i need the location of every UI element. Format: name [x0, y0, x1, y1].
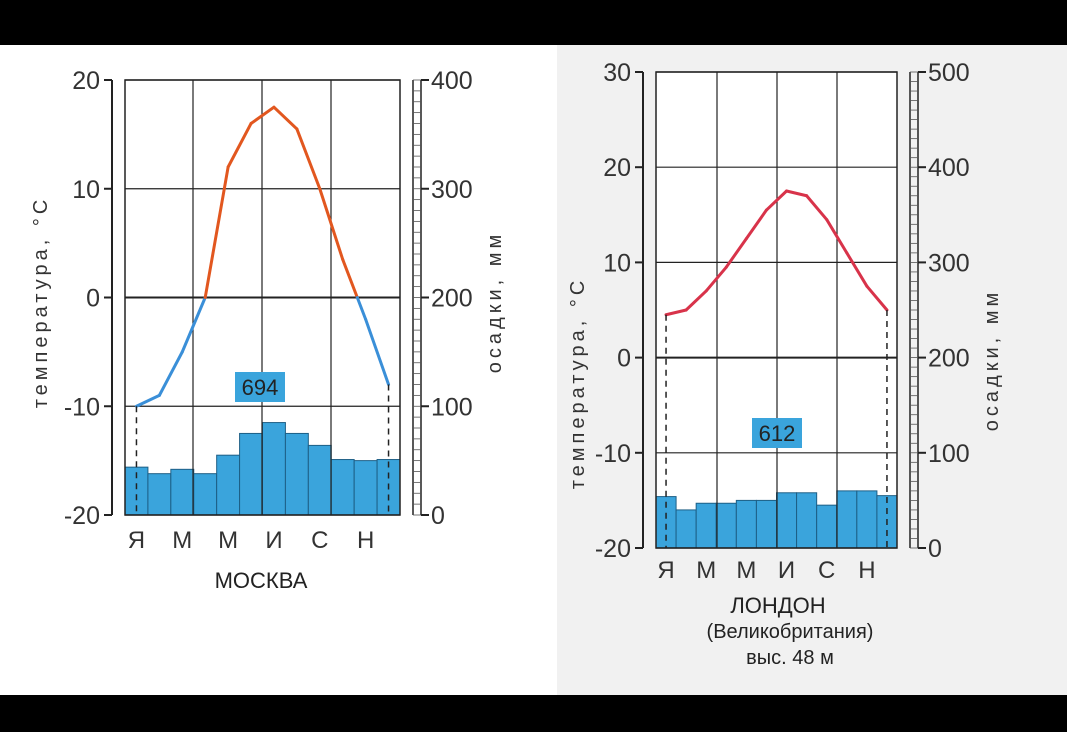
precipitation-bar: [836, 490, 858, 549]
precipitation-bar: [239, 432, 263, 516]
month-tick-label: Я: [128, 527, 145, 554]
plot-layer: [655, 71, 898, 549]
temperature-axis-label: температура, °С: [30, 196, 52, 409]
temperature-curve-segment: [684, 289, 708, 312]
temperature-curve-segment: [845, 251, 869, 288]
precipitation-bar: [330, 459, 355, 516]
precipitation-tick-label: 100: [431, 393, 473, 421]
temperature-curve-segment: [157, 350, 184, 397]
precipitation-bar: [193, 473, 218, 516]
temperature-curve-segment: [134, 393, 161, 408]
precipitation-tick-label: 300: [431, 176, 473, 204]
temperature-curve-segment: [272, 105, 299, 131]
precipitation-tick-label: 400: [928, 154, 970, 182]
month-tick-label: М: [696, 557, 716, 584]
precipitation-bar: [735, 499, 757, 549]
temperature-curve-segment: [825, 218, 849, 255]
plot-layer: [124, 79, 401, 516]
temperature-curve-segment: [764, 189, 789, 212]
month-tick-label: И: [265, 527, 282, 554]
total-precipitation-value: 612: [759, 421, 796, 446]
temperature-curve-segment: [785, 189, 809, 198]
temperature-tick-label: -10: [64, 393, 100, 421]
temperature-curve-segment: [744, 208, 768, 241]
precipitation-tick-label: 100: [928, 440, 970, 468]
precipitation-bar: [353, 460, 378, 516]
total-precipitation-badge: [235, 372, 285, 402]
temperature-curve-segment: [249, 105, 276, 125]
temperature-curve-segment: [364, 317, 391, 386]
precipitation-tick-label: 500: [928, 59, 970, 87]
month-tick-label: И: [778, 557, 795, 584]
temperature-tick-label: 20: [603, 154, 631, 182]
temperature-tick-label: 10: [72, 176, 100, 204]
month-tick-label: Н: [858, 557, 875, 584]
precipitation-axis-label: осадки, мм: [484, 231, 506, 373]
precipitation-tick-label: 300: [928, 249, 970, 277]
precipitation-bar: [776, 492, 798, 549]
temperature-tick-label: -10: [595, 440, 631, 468]
precipitation-bar: [284, 432, 309, 516]
temperature-curve-segment: [180, 296, 207, 354]
precipitation-bar: [307, 444, 332, 516]
temperature-curve-segment: [865, 284, 889, 312]
precipitation-tick-label: 200: [928, 345, 970, 373]
precipitation-bar: [755, 499, 778, 549]
total-precipitation-value: 694: [242, 375, 279, 400]
precipitation-axis-label: осадки, мм: [981, 289, 1003, 431]
temperature-tick-label: 30: [603, 59, 631, 87]
temperature-tick-label: -20: [64, 502, 100, 530]
precipitation-bar: [695, 502, 717, 549]
precipitation-bar: [262, 422, 286, 516]
precipitation-bar: [675, 509, 697, 549]
month-tick-label: Я: [657, 557, 674, 584]
precipitation-bar: [715, 502, 737, 549]
month-tick-label: М: [736, 557, 756, 584]
temperature-tick-label: 10: [603, 249, 631, 277]
precipitation-tick-label: 400: [431, 67, 473, 95]
precipitation-tick-label: 200: [431, 285, 473, 313]
month-tick-label: М: [172, 527, 192, 554]
temperature-curve-segment: [318, 187, 345, 261]
precipitation-bar: [816, 504, 838, 549]
month-tick-label: М: [218, 527, 238, 554]
temperature-axis-label: температура, °С: [567, 277, 589, 490]
city-subtitle: (Великобритания): [707, 621, 874, 643]
temperature-tick-label: 0: [86, 285, 100, 313]
precipitation-bar: [856, 490, 878, 549]
moscow-climatogram: температура, °С осадки, мм 694 МОСКВА 20…: [30, 67, 506, 593]
temperature-curve-segment: [724, 237, 748, 269]
temperature-curve-segment: [664, 308, 688, 317]
temperature-tick-label: -20: [595, 535, 631, 563]
temperature-curve-segment: [704, 265, 728, 293]
london-climatogram: температура, °С осадки, мм 612 ЛОНДОН (В…: [567, 59, 1003, 669]
plot-frame: [655, 71, 898, 549]
city-title: ЛОНДОН: [730, 593, 825, 618]
precipitation-bar: [147, 473, 172, 516]
city-elevation: выс. 48 м: [746, 647, 834, 669]
city-title: МОСКВА: [215, 568, 308, 593]
month-tick-label: Н: [357, 527, 374, 554]
temperature-curve-segment: [226, 122, 253, 169]
month-tick-label: С: [818, 557, 835, 584]
temperature-curve-segment: [203, 165, 230, 299]
temperature-curve-segment: [295, 127, 322, 191]
precipitation-bar: [216, 454, 241, 516]
temperature-curve-segment: [341, 257, 359, 299]
temperature-curve-segment: [355, 296, 368, 321]
precipitation-tick-label: 0: [431, 502, 445, 530]
precipitation-tick-label: 0: [928, 535, 942, 563]
temperature-curve-segment: [805, 194, 829, 222]
precipitation-bar: [170, 468, 195, 516]
temperature-tick-label: 0: [617, 345, 631, 373]
precipitation-bar: [796, 492, 818, 549]
month-tick-label: С: [311, 527, 328, 554]
plot-frame: [124, 79, 401, 516]
temperature-tick-label: 20: [72, 67, 100, 95]
total-precipitation-badge: [752, 418, 802, 448]
